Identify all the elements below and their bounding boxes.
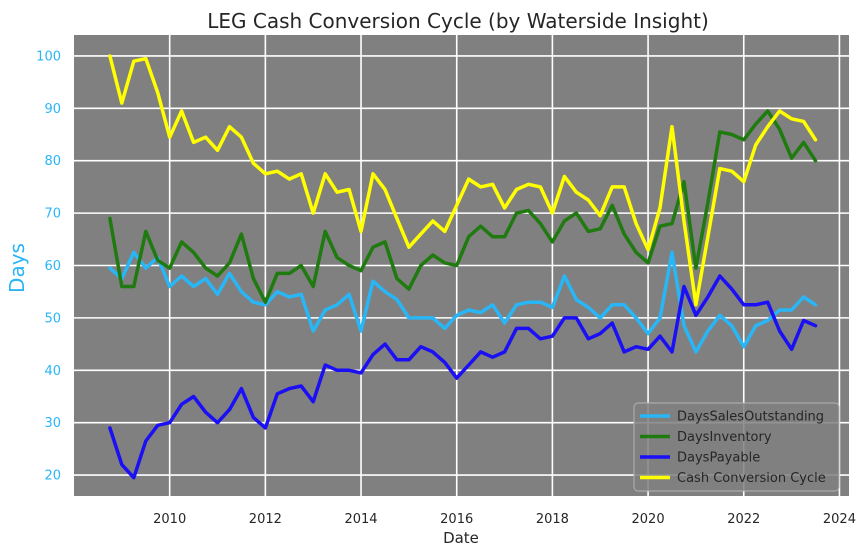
y-tick-label: 60 xyxy=(44,259,61,274)
legend-label: DaysInventory xyxy=(677,430,772,445)
x-tick-label: 2020 xyxy=(632,512,665,527)
x-tick-label: 2010 xyxy=(153,512,186,527)
y-axis-ticks: 20 30 40 50 60 70 80 90 100 xyxy=(36,49,61,483)
legend-label: DaysSalesOutstanding xyxy=(677,410,824,425)
y-tick-label: 100 xyxy=(36,49,61,64)
y-tick-label: 70 xyxy=(44,207,61,222)
legend: DaysSalesOutstanding DaysInventory DaysPay… xyxy=(633,402,840,492)
legend-label: Cash Conversion Cycle xyxy=(677,471,826,486)
series-lines xyxy=(108,54,818,480)
series-line-dayspayable xyxy=(108,274,818,480)
y-tick-label: 30 xyxy=(44,416,61,431)
y-tick-label: 20 xyxy=(44,469,61,484)
series-line-cash-conversion-cycle xyxy=(108,54,818,307)
series-line-dayssalesoutstanding xyxy=(108,250,818,354)
x-axis-label: Date xyxy=(443,529,479,547)
x-axis-ticks: 2010 2012 2014 2016 2018 2020 2022 2024 xyxy=(153,512,856,527)
x-tick-label: 2022 xyxy=(727,512,760,527)
y-tick-label: 80 xyxy=(44,154,61,169)
chart-title: LEG Cash Conversion Cycle (by Waterside … xyxy=(207,9,709,33)
x-tick-label: 2012 xyxy=(249,512,282,527)
series-line-daysinventory xyxy=(108,109,818,304)
y-tick-label: 90 xyxy=(44,102,61,117)
y-tick-label: 50 xyxy=(44,311,61,326)
y-axis-label: Days xyxy=(5,243,29,293)
x-tick-label: 2018 xyxy=(536,512,569,527)
legend-label: DaysPayable xyxy=(677,451,760,466)
legend-box xyxy=(633,402,840,492)
y-tick-label: 40 xyxy=(44,364,61,379)
x-tick-label: 2016 xyxy=(440,512,473,527)
x-tick-label: 2014 xyxy=(344,512,377,527)
x-tick-label: 2024 xyxy=(823,512,856,527)
